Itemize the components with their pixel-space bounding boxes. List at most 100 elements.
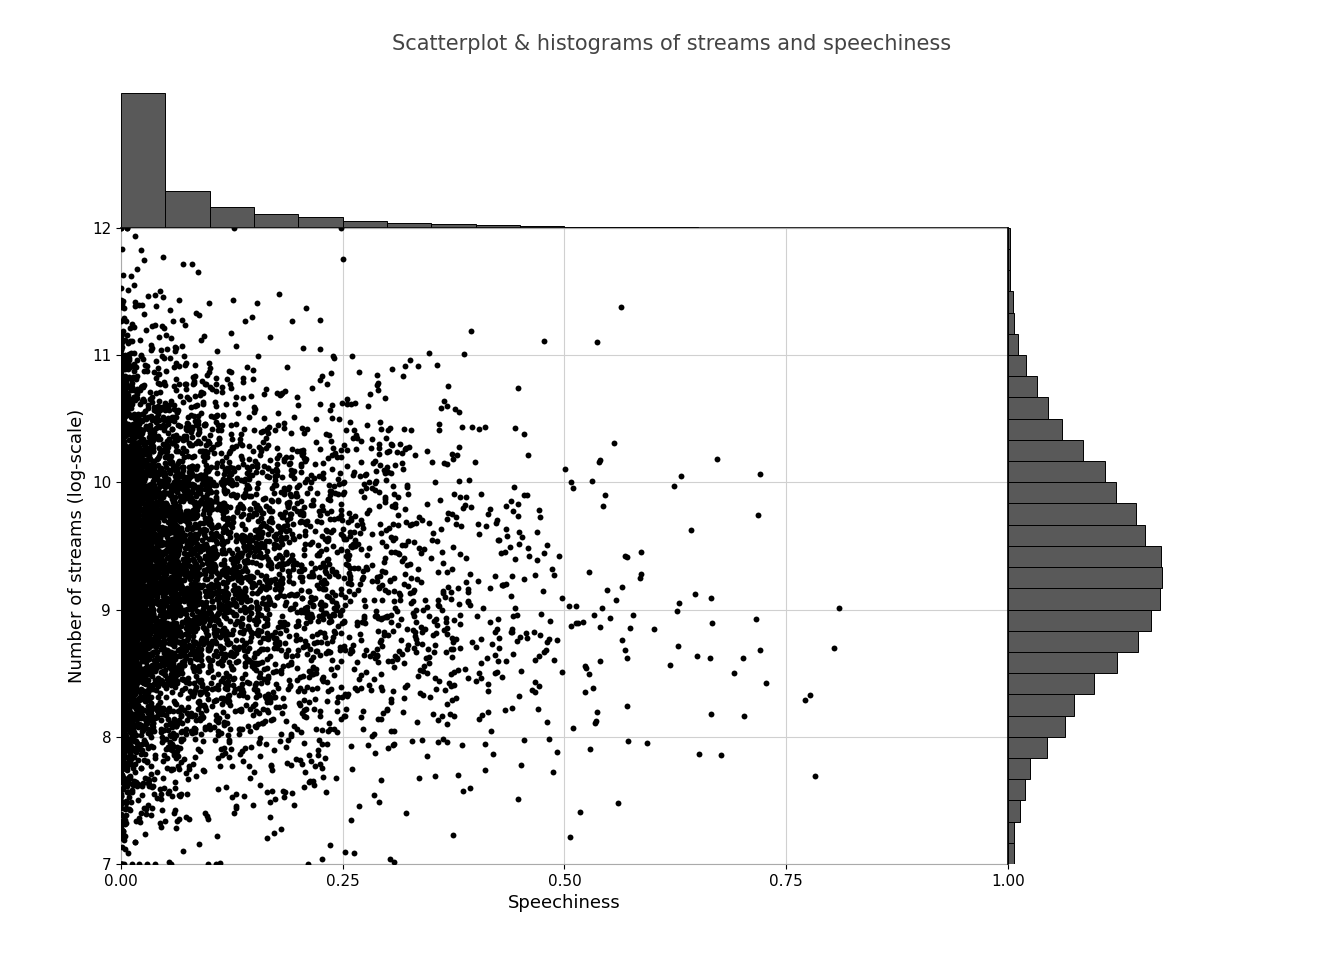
Point — [112, 518, 133, 534]
Point — [267, 636, 289, 652]
Point — [110, 453, 132, 468]
Point — [116, 396, 137, 411]
Point — [159, 632, 180, 647]
Point — [126, 566, 148, 582]
Point — [160, 582, 181, 597]
Point — [202, 634, 223, 649]
Point — [121, 715, 142, 731]
Point — [184, 644, 206, 660]
Point — [367, 611, 388, 626]
Point — [442, 634, 464, 649]
Point — [110, 635, 132, 650]
Point — [249, 575, 270, 590]
Point — [212, 556, 234, 571]
Point — [132, 645, 153, 660]
Point — [163, 738, 184, 754]
Point — [513, 571, 535, 587]
Point — [113, 508, 134, 523]
Point — [199, 642, 220, 658]
Point — [110, 574, 132, 589]
Point — [117, 327, 138, 343]
Point — [138, 579, 160, 594]
Point — [124, 579, 145, 594]
Point — [160, 523, 181, 539]
Point — [117, 442, 138, 457]
Point — [134, 771, 156, 786]
Point — [112, 382, 133, 397]
Point — [121, 333, 142, 348]
Point — [137, 595, 159, 611]
Point — [117, 547, 138, 563]
Point — [110, 526, 132, 541]
Point — [122, 615, 144, 631]
Point — [199, 494, 220, 510]
Point — [126, 486, 148, 501]
Point — [198, 811, 219, 827]
Point — [146, 703, 168, 718]
Point — [528, 502, 550, 517]
Point — [142, 520, 164, 536]
Point — [194, 526, 215, 541]
Point — [231, 684, 253, 700]
Point — [163, 725, 184, 740]
Point — [113, 404, 134, 420]
Point — [218, 604, 239, 619]
Point — [124, 603, 145, 618]
Point — [165, 427, 187, 443]
Point — [177, 487, 199, 502]
Point — [176, 712, 198, 728]
Point — [114, 580, 136, 595]
Point — [470, 656, 492, 671]
Point — [140, 564, 161, 579]
Point — [138, 567, 160, 583]
Point — [171, 533, 192, 548]
Point — [113, 490, 134, 505]
Point — [116, 590, 137, 606]
Point — [125, 537, 146, 552]
Point — [146, 540, 168, 555]
Point — [113, 468, 134, 484]
Point — [120, 618, 141, 634]
Point — [192, 490, 214, 505]
Point — [456, 575, 477, 590]
Point — [114, 468, 136, 484]
Point — [110, 579, 132, 594]
Point — [145, 619, 167, 635]
Point — [110, 440, 132, 455]
Point — [137, 485, 159, 500]
Point — [567, 615, 589, 631]
Point — [110, 608, 132, 623]
Point — [285, 627, 306, 642]
Point — [117, 475, 138, 491]
Point — [110, 634, 132, 649]
Point — [196, 511, 218, 526]
Point — [278, 522, 300, 538]
Point — [456, 550, 477, 565]
Point — [110, 636, 132, 651]
Point — [603, 435, 625, 450]
Point — [301, 608, 323, 623]
Point — [155, 619, 176, 635]
Point — [113, 575, 134, 590]
Point — [118, 640, 140, 656]
Point — [173, 603, 195, 618]
Point — [112, 508, 133, 523]
Point — [113, 392, 134, 407]
Point — [245, 487, 266, 502]
Point — [168, 567, 190, 583]
Point — [134, 524, 156, 540]
Point — [110, 484, 132, 499]
Point — [219, 603, 241, 618]
Point — [114, 689, 136, 705]
Point — [167, 558, 188, 573]
Point — [347, 617, 368, 633]
Point — [121, 624, 142, 639]
Point — [114, 579, 136, 594]
Point — [122, 534, 144, 549]
Point — [136, 676, 157, 691]
Point — [126, 384, 148, 399]
Point — [392, 655, 414, 670]
Point — [110, 445, 132, 461]
Point — [141, 507, 163, 522]
Point — [122, 603, 144, 618]
